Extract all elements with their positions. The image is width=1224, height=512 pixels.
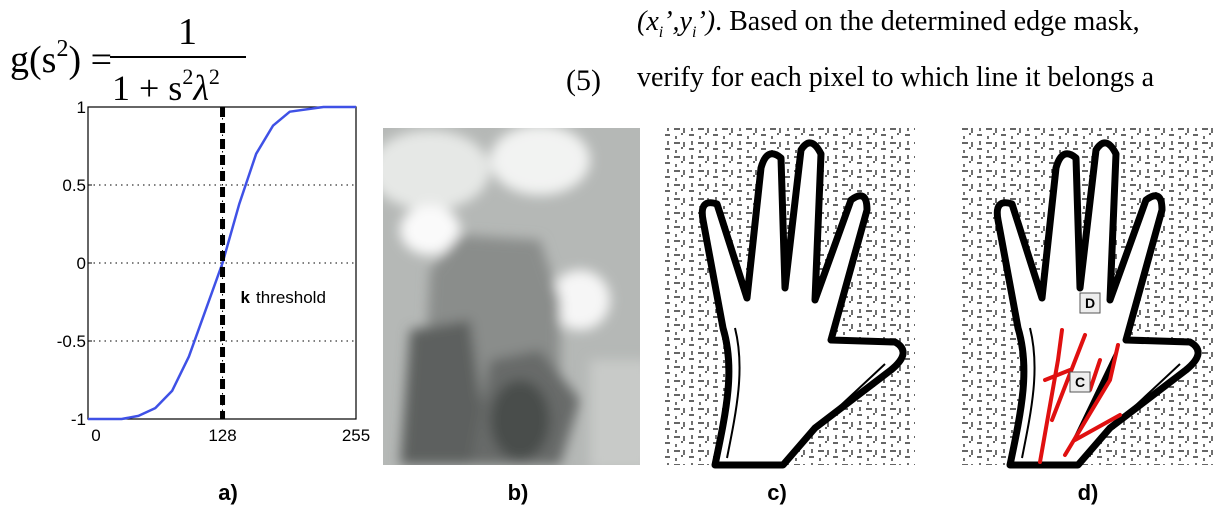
x-tick-label: 128	[208, 426, 236, 445]
y-tick-label: 1	[77, 98, 86, 117]
y-tick-label: -1	[71, 410, 86, 429]
marker: C	[1075, 374, 1085, 390]
equation-numerator: 1	[178, 11, 197, 53]
annotation-bold: k	[241, 288, 251, 307]
equation-denominator: 1 + s2λ2	[112, 64, 220, 108]
image-b	[370, 125, 650, 470]
y-tick-label: 0	[77, 254, 86, 273]
x-tick-label: 255	[342, 426, 370, 445]
text-line: (xi’,yi’). Based on the determined edge …	[637, 6, 1140, 41]
panel-label: d)	[1078, 480, 1099, 505]
page: g(s2) = 1 1 + s2λ2 (5) (xi’,yi’). Based …	[0, 0, 1224, 512]
equation-lhs: g(s2) =	[10, 36, 112, 81]
panel-label: c)	[767, 480, 787, 505]
marker: D	[1085, 295, 1095, 311]
equation-number: (5)	[566, 64, 601, 97]
panel-label: b)	[508, 480, 529, 505]
chart: -1 -0.5 0 0.5 1 0 128 255 k threshold	[57, 98, 370, 445]
y-tick-label: 0.5	[62, 176, 86, 195]
text-line: verify for each pixel to which line it b…	[637, 62, 1155, 93]
annotation-text: threshold	[256, 288, 326, 307]
panel-label: a)	[218, 480, 238, 505]
y-tick-label: -0.5	[57, 332, 86, 351]
x-tick-label: 0	[91, 426, 100, 445]
figure: g(s2) = 1 1 + s2λ2 (5) (xi’,yi’). Based …	[0, 0, 1224, 512]
